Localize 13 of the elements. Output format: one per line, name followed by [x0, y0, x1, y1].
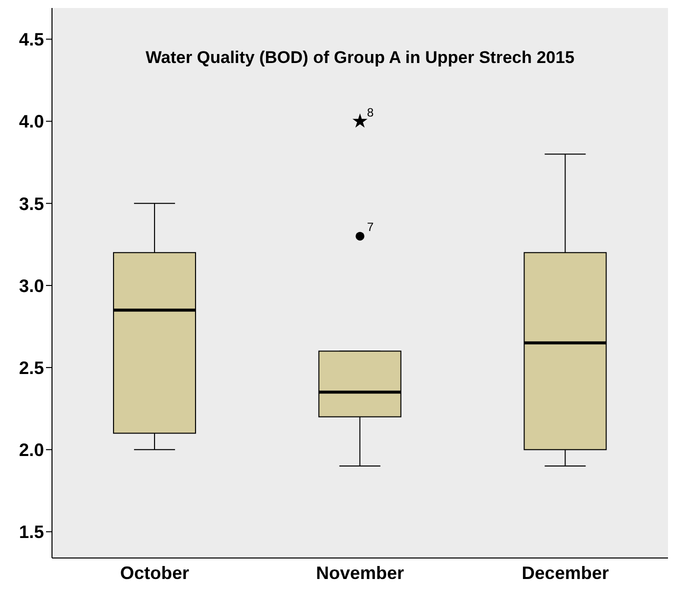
y-tick-label: 4.0	[18, 112, 44, 132]
annotation: 8	[367, 105, 374, 120]
y-tick-label: 2.0	[18, 440, 44, 460]
x-tick-label: October	[120, 562, 190, 583]
y-tick-label: 4.5	[18, 30, 44, 50]
y-tick-label: 1.5	[18, 522, 44, 542]
x-tick-label: December	[522, 562, 609, 583]
annotation: 7	[367, 220, 374, 234]
y-tick-label: 3.0	[18, 276, 44, 296]
y-tick-label: 3.5	[18, 194, 44, 214]
text: Water Quality (BOD) of Group A in Upper Strech 2015	[144, 48, 576, 68]
x-tick-label: November	[316, 562, 404, 583]
y-tick-label: 2.5	[18, 358, 44, 378]
